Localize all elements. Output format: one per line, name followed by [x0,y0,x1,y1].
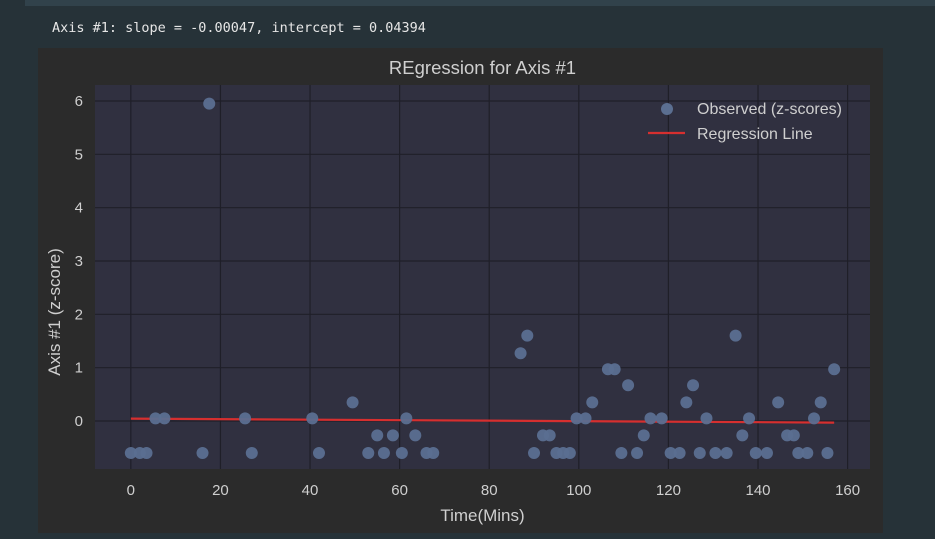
legend-regression-label: Regression Line [697,126,813,143]
observed-point [528,447,541,459]
observed-point [377,447,390,459]
observed-point [709,447,722,459]
observed-point [760,447,773,459]
observed-point [655,412,668,425]
observed-point [563,447,576,459]
observed-point [427,447,440,459]
observed-point [158,412,171,425]
observed-point [828,363,841,376]
observed-point [792,447,805,459]
x-tick-label: 140 [745,482,770,499]
observed-point [579,412,592,425]
x-tick-label: 0 [127,482,135,499]
legend-observed-label: Observed (z-scores) [697,101,842,118]
observed-point [664,447,677,459]
regression-chart: 0 20 40 60 80 100 120 140 160 0 1 2 3 4 5 6 REgression… [38,48,883,533]
y-tick-label: 3 [75,253,83,270]
observed-point [386,429,399,442]
observed-point [700,412,713,425]
x-tick-labels: 0 20 40 60 80 100 120 140 160 [127,482,860,499]
observed-point [729,329,742,342]
observed-point [693,447,706,459]
observed-point [808,412,821,425]
y-tick-label: 5 [75,146,83,163]
x-tick-label: 100 [566,482,591,499]
observed-point [615,447,628,459]
observed-point [203,97,216,110]
observed-point [687,379,700,392]
observed-point [622,379,635,392]
regression-figure: 0 20 40 60 80 100 120 140 160 0 1 2 3 4 5 6 REgression… [38,48,883,533]
observed-point [787,429,800,442]
observed-point [631,447,644,459]
observed-point [749,447,762,459]
observed-point [346,396,359,409]
observed-point [371,429,384,442]
x-tick-label: 20 [212,482,229,499]
observed-point [400,412,413,425]
x-tick-label: 80 [481,482,498,499]
y-tick-label: 1 [75,360,83,377]
observed-point [801,447,814,459]
observed-point [521,329,534,342]
y-axis-label: Axis #1 (z-score) [45,248,64,376]
observed-point [821,447,834,459]
x-axis-label: Time(Mins) [440,506,524,525]
observed-point [149,412,162,425]
y-tick-label: 6 [75,93,83,110]
observed-point [514,347,527,360]
observed-point [772,396,785,409]
legend-observed-marker [661,103,673,115]
x-tick-label: 40 [302,482,319,499]
observed-point [736,429,749,442]
observed-point [608,363,621,376]
regression-output-text: Axis #1: slope = -0.00047, intercept = 0… [52,20,426,36]
observed-point [644,412,657,425]
x-tick-label: 120 [656,482,681,499]
observed-point [637,429,650,442]
observed-point [124,447,137,459]
observed-point [306,412,319,425]
y-tick-label: 2 [75,306,83,323]
observed-point [362,447,375,459]
legend: Observed (z-scores) Regression Line [648,101,842,143]
observed-point [673,447,686,459]
y-tick-label: 0 [75,413,83,430]
observed-point [395,447,408,459]
y-tick-labels: 0 1 2 3 4 5 6 [75,93,83,430]
observed-point [743,412,756,425]
observed-point [312,447,325,459]
observed-point [814,396,827,409]
observed-point [239,412,252,425]
observed-point [570,412,583,425]
observed-point [543,429,556,442]
observed-point [586,396,599,409]
x-tick-label: 160 [835,482,860,499]
chart-title: REgression for Axis #1 [389,57,576,78]
observed-point [409,429,422,442]
x-tick-label: 60 [391,482,408,499]
observed-point [245,447,258,459]
observed-points [124,97,841,459]
observed-point [720,447,733,459]
observed-point [680,396,693,409]
plot-area [95,85,870,469]
observed-point [140,447,153,459]
y-tick-label: 4 [75,200,83,217]
output-cell-top-border [25,0,935,6]
observed-point [196,447,209,459]
